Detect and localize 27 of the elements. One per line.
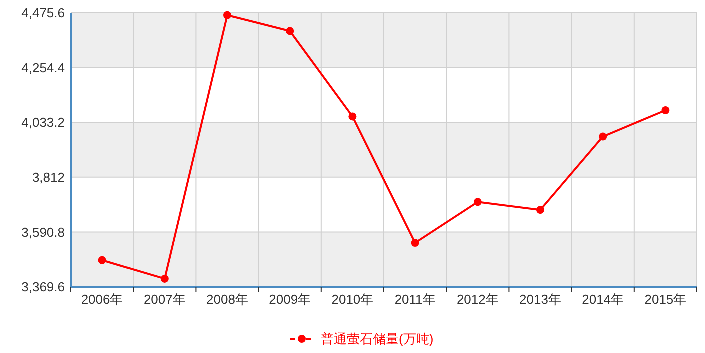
point bbox=[160, 274, 169, 283]
x-tick-label: 2008年 bbox=[206, 292, 248, 307]
x-tick-label: 2014年 bbox=[582, 292, 624, 307]
y-tick-label: 4,254.4 bbox=[22, 60, 65, 76]
y-tick-label: 3,590.8 bbox=[22, 224, 65, 240]
point bbox=[411, 239, 420, 248]
x-tick-label: 2012年 bbox=[456, 292, 499, 307]
point bbox=[599, 132, 608, 141]
point bbox=[286, 27, 294, 36]
y-tick-label: 3,812 bbox=[32, 170, 65, 185]
x-tick-label: 2009年 bbox=[269, 292, 312, 307]
legend-label: 普通萤石储量(万吨) bbox=[321, 332, 434, 347]
point bbox=[98, 256, 106, 264]
x-tick-label: 2007年 bbox=[144, 292, 186, 307]
y-tick-label: 3,369.6 bbox=[22, 280, 65, 295]
point bbox=[474, 198, 482, 206]
x-tick-label: 2015年 bbox=[644, 292, 687, 307]
x-tick-label: 2006年 bbox=[81, 292, 124, 307]
point bbox=[224, 11, 232, 20]
point bbox=[348, 112, 357, 121]
y-tick-label: 4,033.2 bbox=[22, 115, 65, 130]
point bbox=[662, 106, 670, 115]
x-tick-label: 2013年 bbox=[520, 292, 562, 307]
x-tick-label: 2010年 bbox=[332, 292, 374, 307]
x-tick-label: 2011年 bbox=[394, 292, 436, 307]
point bbox=[536, 206, 544, 214]
y-tick-label: 4,475.6 bbox=[22, 6, 65, 21]
